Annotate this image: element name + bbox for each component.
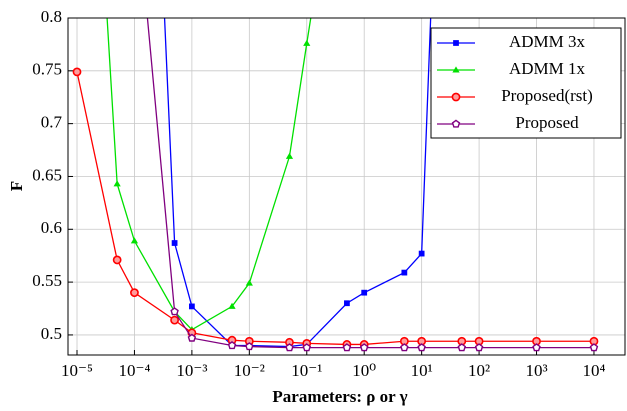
x-tick-label: 10⁻³	[176, 361, 207, 380]
y-tick-label: 0.6	[41, 218, 62, 237]
marker	[170, 307, 179, 316]
marker	[170, 315, 179, 325]
marker	[342, 343, 352, 352]
marker	[452, 66, 460, 73]
x-tick-label: 10⁴	[582, 361, 605, 380]
x-tick-label: 10²	[468, 361, 490, 380]
marker	[418, 250, 425, 257]
marker	[302, 343, 312, 352]
marker	[451, 92, 461, 102]
y-tick-label: 0.55	[32, 271, 62, 290]
marker	[285, 152, 294, 159]
legend-label: ADMM 3x	[509, 32, 586, 51]
legend-label: Proposed(rst)	[501, 86, 593, 105]
marker	[72, 67, 82, 77]
marker	[344, 300, 350, 307]
legend-label: ADMM 1x	[509, 59, 586, 78]
plot-area	[72, 18, 599, 352]
marker	[171, 240, 178, 246]
marker	[245, 279, 253, 286]
x-tick-label: 10⁰	[352, 361, 376, 380]
y-tick-label: 0.7	[41, 113, 63, 132]
marker	[130, 237, 139, 244]
marker	[189, 303, 195, 310]
marker	[228, 302, 236, 309]
marker	[400, 343, 409, 352]
series-line	[163, 18, 432, 348]
marker	[361, 289, 368, 296]
x-tick-label: 10³	[525, 361, 547, 380]
marker	[285, 343, 294, 352]
x-tick-label: 10⁻⁵	[61, 361, 93, 380]
marker	[532, 343, 541, 352]
marker	[589, 343, 599, 352]
y-tick-label: 0.75	[32, 60, 62, 79]
marker	[474, 343, 484, 352]
plot-frame	[67, 17, 626, 356]
y-axis-label: F	[7, 181, 26, 191]
y-tick-label: 0.8	[41, 7, 62, 26]
y-tick-label: 0.5	[41, 324, 62, 343]
marker	[451, 119, 461, 128]
legend-box	[430, 27, 622, 139]
marker	[359, 343, 369, 352]
marker	[113, 180, 121, 187]
marker	[130, 288, 139, 298]
y-tick-label: 0.65	[32, 165, 62, 184]
marker	[401, 269, 408, 276]
marker	[303, 39, 311, 46]
marker	[245, 342, 254, 351]
x-tick-label: 10⁻²	[234, 361, 265, 380]
marker	[457, 343, 467, 352]
legend: ADMM 3x ADMM 1x Proposed(rst) Proposed	[430, 27, 622, 139]
x-axis-label: Parameters: ρ or γ	[272, 387, 407, 406]
marker	[417, 343, 426, 352]
marker	[187, 333, 197, 342]
series-line	[106, 18, 312, 331]
legend-label: Proposed	[515, 113, 579, 132]
x-tick-label: 10⁻¹	[291, 361, 322, 380]
marker	[453, 40, 459, 46]
x-tick-label: 10¹	[411, 361, 433, 380]
x-tick-label: 10⁻⁴	[118, 361, 150, 380]
marker	[227, 341, 237, 350]
marker	[112, 255, 122, 265]
